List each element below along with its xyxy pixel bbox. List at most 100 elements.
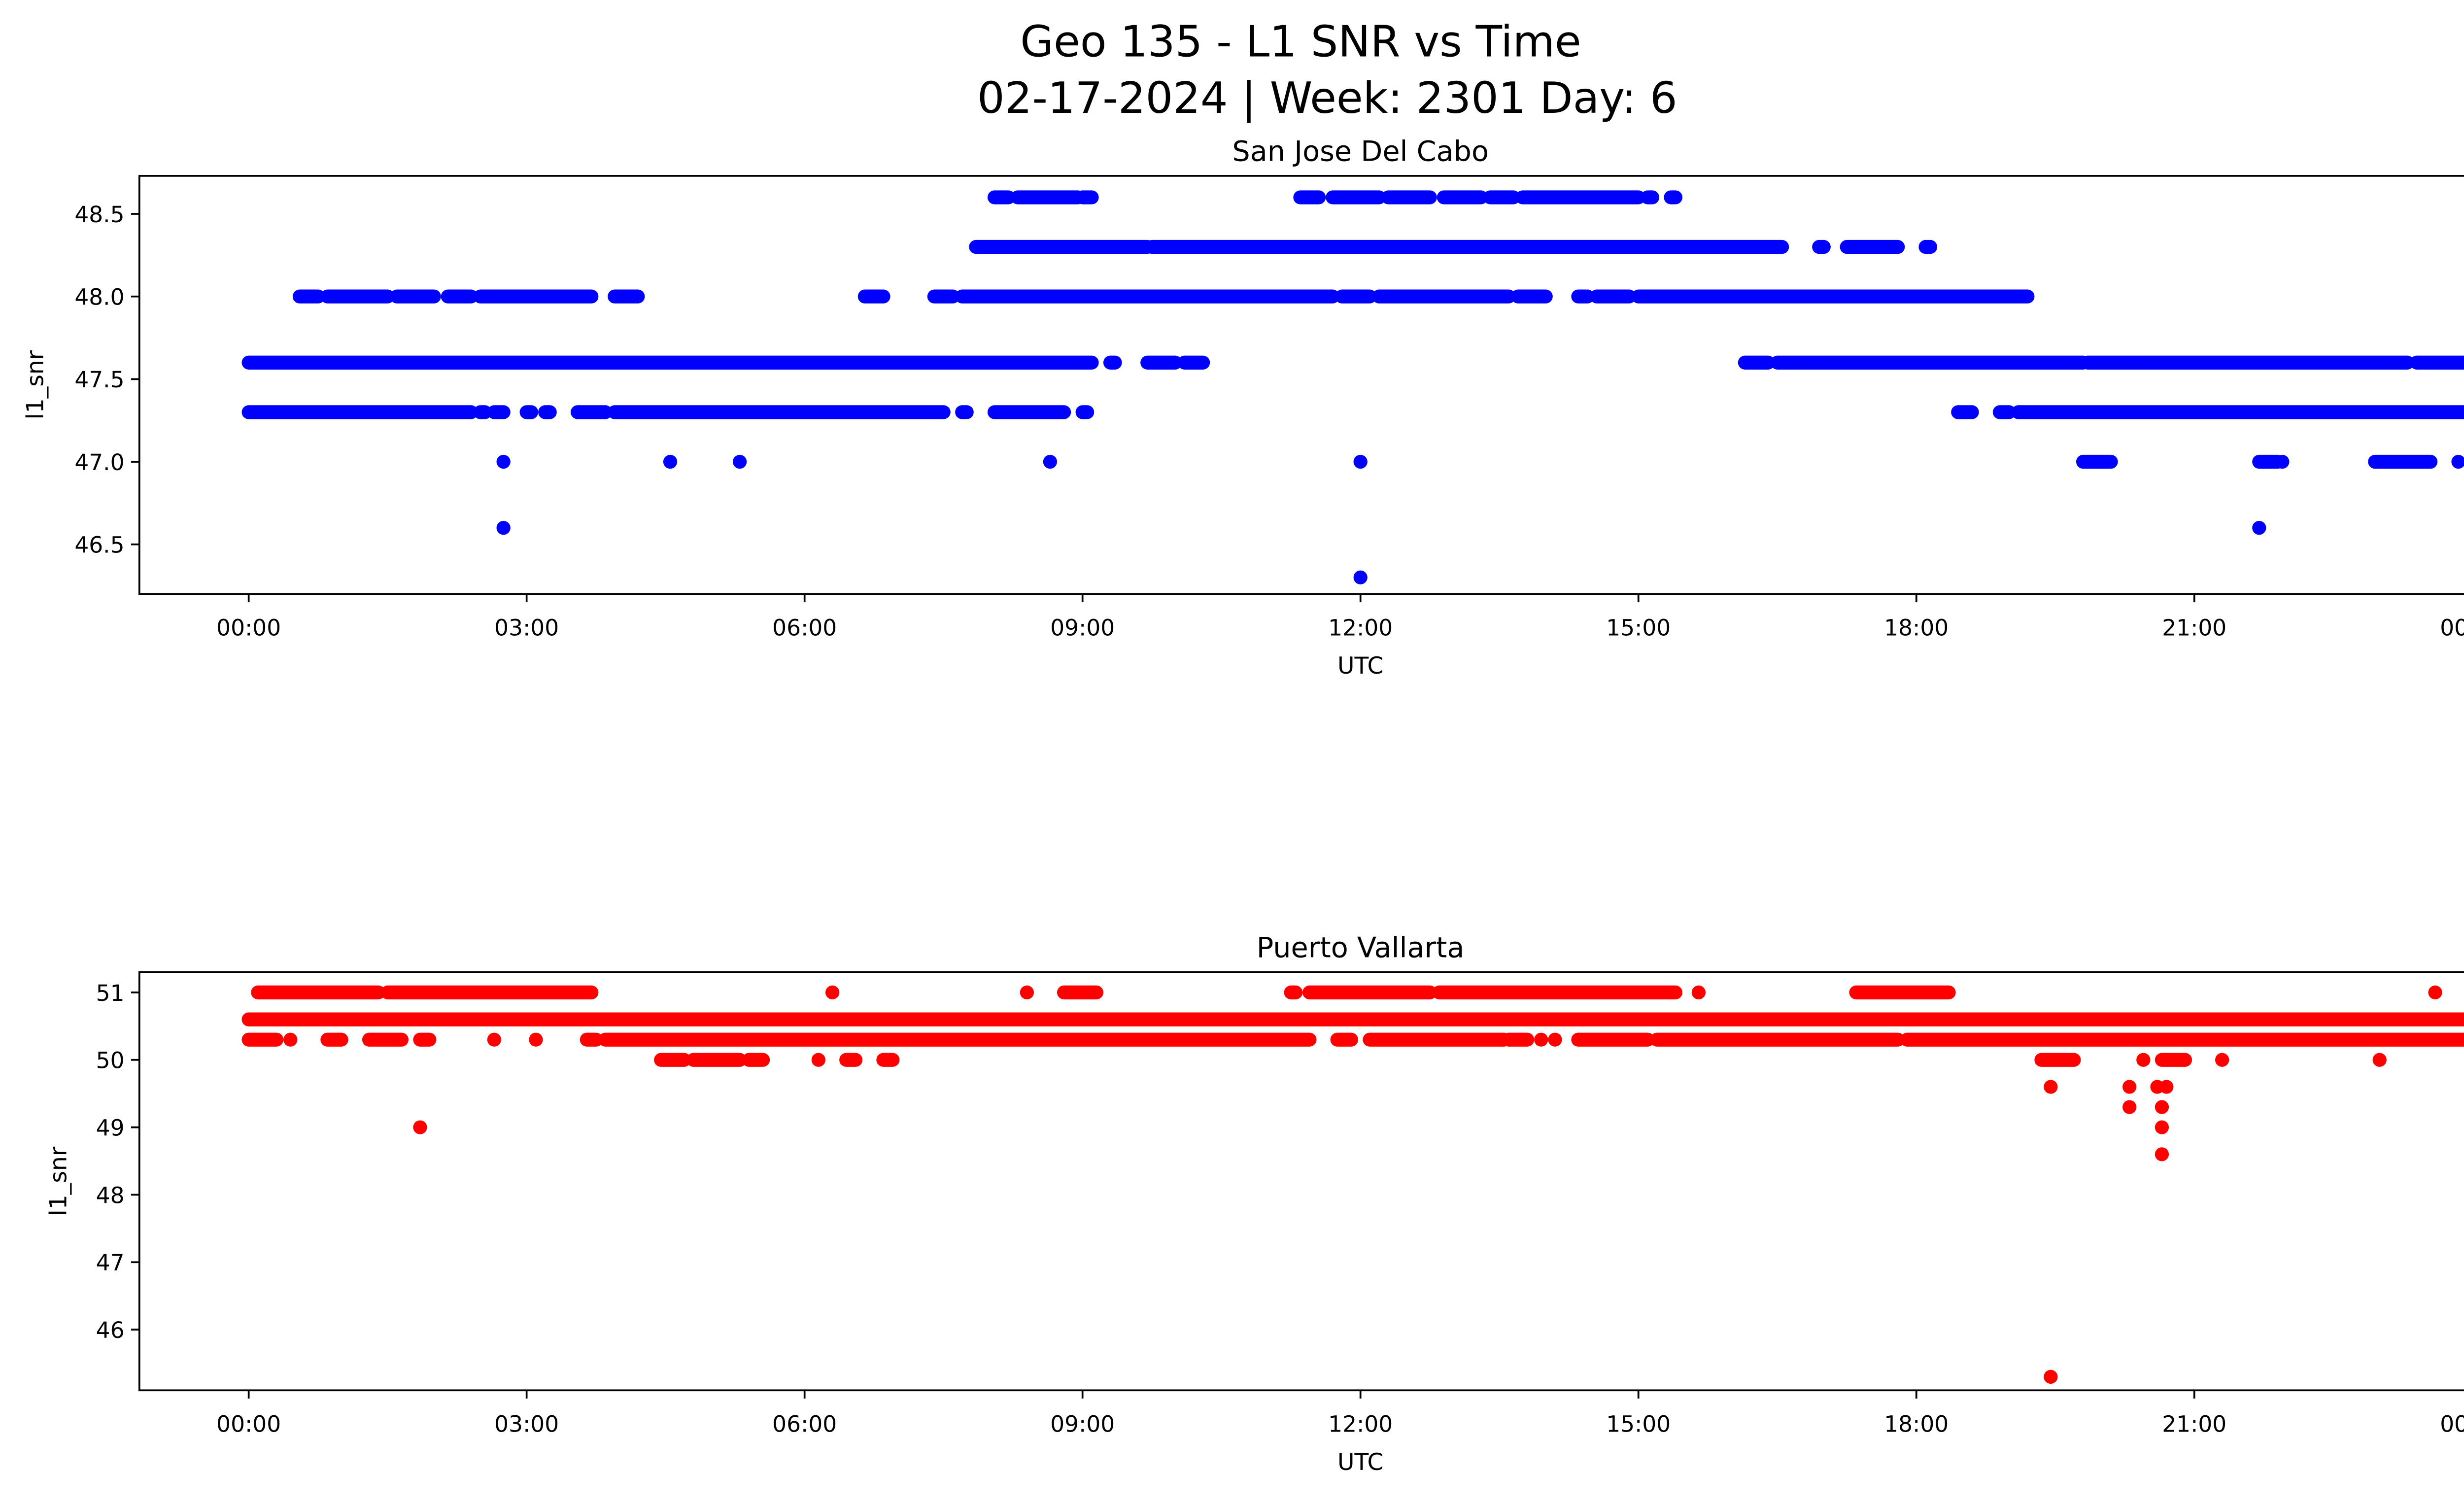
data-run	[1840, 239, 1905, 254]
y-axis-ticks: 46 47 48 49 50 51	[96, 980, 139, 1343]
data-run	[413, 1032, 437, 1047]
data-run	[390, 289, 441, 304]
data-point	[2122, 1080, 2137, 1094]
x-tick-label: 15:00	[1606, 1411, 1671, 1437]
data-run	[686, 1053, 747, 1067]
data-run	[2368, 454, 2438, 469]
x-tick-label: 18:00	[1884, 615, 1949, 641]
data-point	[2044, 1080, 2058, 1094]
data-run	[1293, 190, 1326, 205]
data-point	[663, 454, 678, 469]
data-run	[839, 1053, 863, 1067]
x-tick-label: 21:00	[2162, 615, 2226, 641]
data-run	[1145, 239, 1789, 254]
subplot-title: San Jose Del Cabo	[1232, 136, 1489, 168]
x-tick-label: 03:00	[494, 615, 559, 641]
data-point	[2044, 1369, 2058, 1384]
data-point	[1691, 985, 1706, 1000]
data-run	[1075, 190, 1099, 205]
data-run	[1918, 239, 1938, 254]
data-run	[320, 289, 395, 304]
data-run	[241, 1032, 284, 1047]
data-run	[2081, 355, 2415, 370]
data-run	[1432, 985, 1683, 1000]
x-axis-ticks: 00:00 03:00 06:00 09:00 12:00 15:00 18:00 21:00…	[216, 594, 2464, 641]
y-axis-label: l1_snr	[22, 350, 49, 419]
data-run	[1483, 190, 1521, 205]
data-run	[251, 985, 385, 1000]
data-point	[1534, 1032, 1548, 1047]
data-run	[598, 1032, 1317, 1047]
y-tick-label: 46.5	[74, 532, 124, 558]
data-point	[2159, 1080, 2174, 1094]
data-point	[529, 1032, 543, 1047]
data-run	[1770, 355, 2090, 370]
data-run	[1502, 1032, 1535, 1047]
data-run	[1589, 289, 1637, 304]
data-point	[2122, 1100, 2137, 1114]
data-run	[857, 289, 890, 304]
data-run	[987, 190, 1016, 205]
x-axis-label: UTC	[1337, 652, 1383, 680]
data-run	[241, 1012, 2464, 1026]
data-point	[487, 1032, 501, 1047]
data-run	[1515, 190, 1645, 205]
data-run	[1437, 190, 1488, 205]
x-tick-label: 09:00	[1050, 1411, 1115, 1437]
data-run	[2155, 1053, 2192, 1067]
subplot-puerto-vallarta: Puerto Vallarta 00:00 03:00 06:00 09:00 12:0…	[45, 932, 2464, 1476]
data-point	[2372, 1053, 2387, 1067]
x-axis-label: UTC	[1337, 1449, 1383, 1476]
data-run	[1812, 239, 1831, 254]
y-axis-label: l1_snr	[45, 1146, 72, 1216]
data-run	[608, 405, 951, 419]
x-axis-ticks: 00:00 03:00 06:00 09:00 12:00 15:00 18:00 21:00…	[216, 1390, 2464, 1437]
data-point	[2155, 1120, 2169, 1134]
data-run	[1849, 985, 1956, 1000]
data-point	[413, 1120, 427, 1134]
x-tick-label: 12:00	[1328, 1411, 1393, 1437]
data-run	[362, 1032, 409, 1047]
data-run	[1571, 1032, 1655, 1047]
data-run	[1335, 289, 1377, 304]
data-run	[2409, 355, 2464, 370]
data-run	[2076, 454, 2118, 469]
data-run	[1010, 190, 1085, 205]
data-run	[473, 405, 492, 419]
data-run	[955, 405, 974, 419]
data-run	[1326, 190, 1386, 205]
y-tick-label: 47	[96, 1250, 125, 1276]
data-point	[1548, 1032, 1562, 1047]
data-point	[732, 454, 747, 469]
data-run	[1631, 289, 2035, 304]
x-tick-label: 00:00	[216, 615, 281, 641]
data-run	[1900, 1032, 2464, 1047]
x-tick-label: 00:00	[216, 1411, 281, 1437]
axes-frame	[138, 175, 2464, 595]
data-run	[876, 1053, 900, 1067]
x-tick-label: 12:00	[1328, 615, 1393, 641]
data-point	[2252, 521, 2266, 535]
data-point	[1353, 570, 1368, 584]
figure-title-line1: Geo 135 - L1 SNR vs Time	[1020, 16, 1581, 67]
x-tick-label: 15:00	[1606, 615, 1671, 641]
data-run	[292, 289, 325, 304]
data-point	[2215, 1053, 2229, 1067]
data-run	[1140, 355, 1182, 370]
data-run	[1075, 405, 1095, 419]
y-tick-label: 48	[96, 1182, 125, 1208]
data-run	[1284, 985, 1303, 1000]
data-run	[1738, 355, 1776, 370]
scatter-marks	[241, 985, 2464, 1384]
y-tick-label: 51	[96, 980, 125, 1006]
data-run	[1650, 1032, 1905, 1047]
data-run	[1302, 985, 1437, 1000]
y-tick-label: 50	[96, 1048, 125, 1074]
data-point	[2155, 1147, 2169, 1161]
x-tick-label: 21:00	[2162, 1411, 2226, 1437]
y-tick-label: 48.5	[74, 202, 124, 228]
data-point	[2155, 1100, 2169, 1114]
data-point	[496, 521, 511, 535]
data-point	[2275, 454, 2290, 469]
